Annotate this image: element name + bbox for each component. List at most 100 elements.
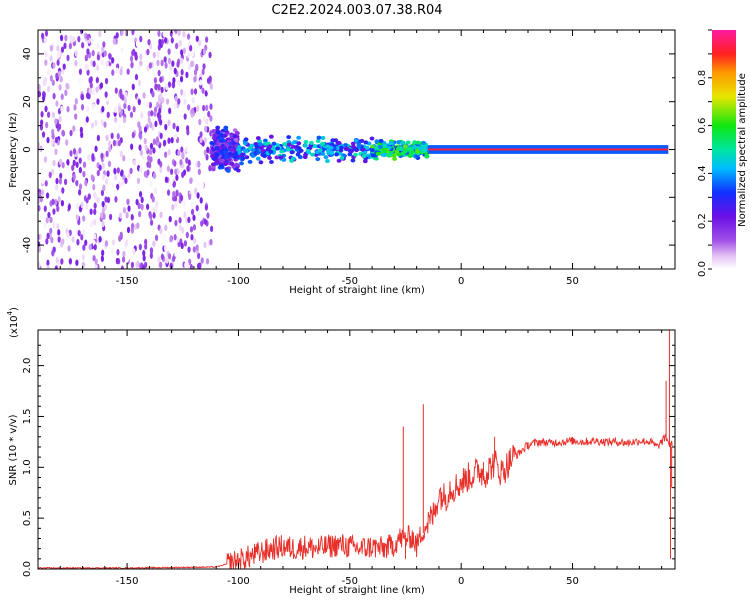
heatmap-cell [87,193,91,200]
heatmap-cell [192,214,196,221]
heatmap-cell [52,62,56,69]
heatmap-cell [104,178,109,185]
heatmap-cell [69,34,73,42]
heatmap-cell [374,139,380,144]
snr-multiplier-exp: 4 [6,310,14,315]
heatmap-cell [49,45,53,52]
heatmap-cell [93,191,97,199]
heatmap-cell [77,35,81,43]
heatmap-cell [151,91,155,98]
spectrogram-x-tick-label: 50 [566,276,579,287]
heatmap-cell [257,139,263,144]
heatmap-cell [190,107,195,115]
heatmap-cell [96,43,100,50]
heatmap-cell [160,38,165,46]
heatmap-cell [148,62,152,69]
heatmap-cell [117,124,121,131]
heatmap-cell [310,152,315,157]
heatmap-cell [136,260,140,267]
heatmap-cell [239,161,244,166]
heatmap-cell [73,104,77,111]
heatmap-cell [336,158,342,163]
heatmap-cell [408,146,414,151]
heatmap-cell [90,122,95,129]
heatmap-cell [149,121,153,129]
heatmap-cell [55,257,59,264]
heatmap-cell [315,139,321,144]
chart-title: C2E2.2024.003.07.38.R04 [271,3,442,18]
heatmap-cell [183,113,187,120]
heatmap-cell [130,222,135,230]
heatmap-cell [391,153,397,158]
heatmap-cell [85,54,89,61]
heatmap-cell [130,261,135,269]
heatmap-cell [152,206,156,214]
heatmap-cell [91,155,95,162]
heatmap-cell [61,162,65,169]
heatmap-cell [130,143,134,150]
heatmap-cell [205,118,209,125]
heatmap-cell [85,106,90,113]
heatmap-cell [40,189,45,196]
colorbar-ticks: 0.0 0.2 0.4 0.6 0.8 [697,29,712,277]
heatmap-cell [49,216,53,224]
snr-x-tick-label: -150 [116,576,139,587]
heatmap-cell [279,149,285,154]
heatmap-cell [52,208,56,215]
heatmap-cell [209,150,215,155]
heatmap-cell [137,98,141,106]
heatmap-cell [102,41,106,48]
heatmap-cell [244,155,250,160]
heatmap-cell [142,152,146,160]
heatmap-cell [57,70,62,78]
heatmap-cell [168,180,172,187]
heatmap-cell [157,83,161,91]
heatmap-cell [74,50,78,57]
heatmap-cell [111,57,115,64]
heatmap-cell [172,190,176,198]
heatmap-cell [167,149,171,156]
heatmap-cell [149,252,153,259]
snr-x-tick-label: -50 [342,576,358,587]
heatmap-cell [43,36,47,44]
heatmap-cell [206,85,210,93]
heatmap-cell [166,189,171,196]
heatmap-cell [92,183,96,191]
heatmap-cell [159,211,163,219]
heatmap-cell [163,37,168,44]
heatmap-cell [165,257,169,264]
heatmap-cell [136,222,140,229]
heatmap-cell [78,68,83,75]
heatmap-cell [51,249,55,257]
heatmap-cell [186,33,191,40]
heatmap-cell [138,210,142,218]
heatmap-cell [186,125,190,132]
heatmap-cell [206,212,210,219]
heatmap-cell [225,168,231,173]
heatmap-cell [44,59,48,66]
heatmap-cell [185,231,189,239]
heatmap-cell [112,139,117,147]
heatmap-cell [193,88,198,95]
heatmap-cell [139,53,143,61]
heatmap-cell [152,212,156,219]
heatmap-cell [146,100,150,108]
heatmap-cell [170,136,174,144]
heatmap-cell [289,150,295,155]
heatmap-cell [174,42,179,50]
heatmap-cell [195,35,199,42]
heatmap-cell [196,192,200,199]
heatmap-cell [105,134,109,142]
snr-y-tick-label: 0.0 [22,561,33,577]
heatmap-cell [91,88,95,96]
heatmap-cell [206,146,210,154]
heatmap-cell [412,140,418,145]
heatmap-cell [373,156,379,161]
heatmap-cell [75,179,79,187]
heatmap-cell [198,186,202,193]
heatmap-cell [38,83,41,91]
heatmap-cell [200,182,205,189]
heatmap-cell [193,76,197,83]
heatmap-cell [138,191,143,198]
heatmap-cell [190,88,194,95]
